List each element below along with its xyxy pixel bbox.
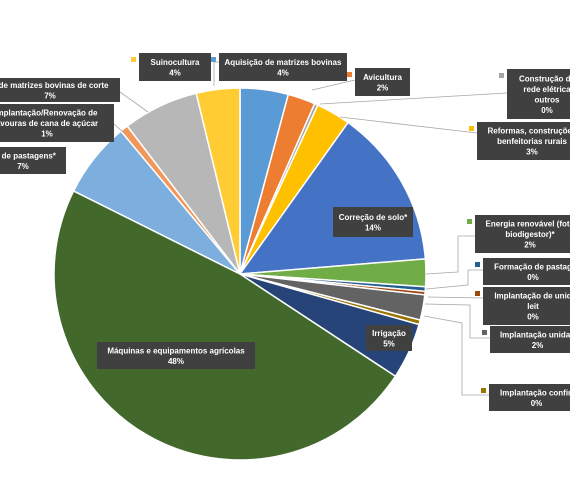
leader-line <box>425 235 475 275</box>
data-label-text: outros <box>535 95 560 104</box>
data-label-box <box>0 147 66 174</box>
leader-line <box>423 315 489 396</box>
data-label-text: Implantação confin <box>500 388 570 397</box>
data-label-text: Correção de solo* <box>339 213 408 222</box>
data-label-text: Máquinas e equipamentos agrícolas <box>107 346 245 355</box>
data-label-box <box>0 104 114 142</box>
slice-suinocultura <box>195 87 241 275</box>
data-label-box <box>366 325 412 351</box>
data-label-percent: 48% <box>168 357 184 366</box>
data-label-percent: 3% <box>526 148 538 157</box>
data-label-percent: 14% <box>365 223 381 232</box>
leader-line <box>424 303 490 339</box>
data-label-box <box>0 78 120 102</box>
legend-key <box>481 388 486 393</box>
data-label-text: avouras de cana de açúcar <box>0 119 98 128</box>
data-label-percent: 2% <box>377 83 389 92</box>
data-label-text: o de matrizes bovinas de corte <box>0 81 109 90</box>
data-label-formacao-de-pastag: Formação de pastag 0% <box>475 258 570 285</box>
data-label-implantacao-unidad: Implantação unidad 2% <box>482 326 570 353</box>
data-label-text: Formação de pastag <box>494 262 570 271</box>
data-label-text: Implantação unidad <box>500 330 570 339</box>
leader-line <box>311 79 356 91</box>
data-label-text: leit <box>527 302 539 311</box>
data-label-text: benfeitorias rurais <box>497 137 567 146</box>
legend-key <box>469 126 474 131</box>
data-label-box <box>477 122 570 160</box>
data-label-percent: 2% <box>532 341 544 350</box>
leader-line <box>113 123 125 134</box>
leader-line <box>213 61 219 86</box>
leader-lines <box>113 61 508 396</box>
leader-line <box>319 92 508 105</box>
slice-maquinas-e-equipamentos-agricolas <box>53 189 397 461</box>
legend-key <box>499 73 504 78</box>
data-label-box <box>475 215 570 253</box>
data-label-percent: 2% <box>524 241 536 250</box>
data-label-maquinas-e-equipamentos-agricolas: Máquinas e equipamentos agrícolas 48% <box>97 342 255 369</box>
data-label-percent: 0% <box>527 313 539 322</box>
data-label-text: Avicultura <box>363 73 402 82</box>
data-label-box <box>333 207 413 237</box>
legend-key <box>467 219 472 224</box>
data-label-box <box>219 53 347 81</box>
leader-line <box>425 269 483 290</box>
data-label-percent: 4% <box>169 68 181 77</box>
data-label-percent: 1% <box>41 130 53 139</box>
legend-key <box>475 291 480 296</box>
data-label-box <box>97 342 255 369</box>
data-label-text: rede elétrica <box>523 85 570 94</box>
data-label-text: Aquisição de matrizes bovinas <box>225 58 342 67</box>
data-label-box <box>490 326 570 353</box>
legend-key <box>482 330 487 335</box>
data-label-text: biodigestor)* <box>505 230 555 239</box>
legend-key <box>475 262 480 267</box>
pie-slices <box>53 87 427 461</box>
data-label-box <box>483 287 570 325</box>
data-label-box <box>355 68 410 96</box>
legend-key <box>211 57 216 62</box>
legend-key <box>347 72 352 77</box>
data-label-text: Energia renovável (foto <box>486 220 570 229</box>
data-label-percent: 0% <box>527 273 539 282</box>
data-label-text: Reformas, construções <box>488 127 570 136</box>
data-label-correcao-de-solo: Correção de solo*14% <box>333 207 413 237</box>
data-label-text: Implantação de unid <box>494 292 570 301</box>
data-label-percent: 4% <box>277 68 289 77</box>
data-label-box <box>507 69 570 119</box>
data-label-box <box>489 384 570 411</box>
data-label-text: Irrigação <box>372 329 406 338</box>
leader-line <box>339 116 478 134</box>
data-label-text: na de pastagens* <box>0 151 57 160</box>
leader-line <box>427 296 484 299</box>
data-label-implantacao-confin: Implantação confin 0% <box>481 384 570 411</box>
data-label-text: Construção de <box>519 74 570 83</box>
data-label-text: mplantação/Renovação de <box>0 109 98 118</box>
data-label-box <box>483 258 570 285</box>
data-label-percent: 0% <box>531 399 543 408</box>
data-label-na-de-pastagens: na de pastagens* 7% <box>0 147 66 174</box>
data-label-percent: 5% <box>383 339 395 348</box>
leader-line <box>119 91 149 113</box>
data-label-percent: 7% <box>44 91 56 100</box>
data-label-percent: 7% <box>17 162 29 171</box>
data-label-text: Suinocultura <box>151 58 200 67</box>
data-label-box <box>139 53 211 81</box>
legend-key <box>131 57 136 62</box>
data-label-percent: 0% <box>541 106 553 115</box>
